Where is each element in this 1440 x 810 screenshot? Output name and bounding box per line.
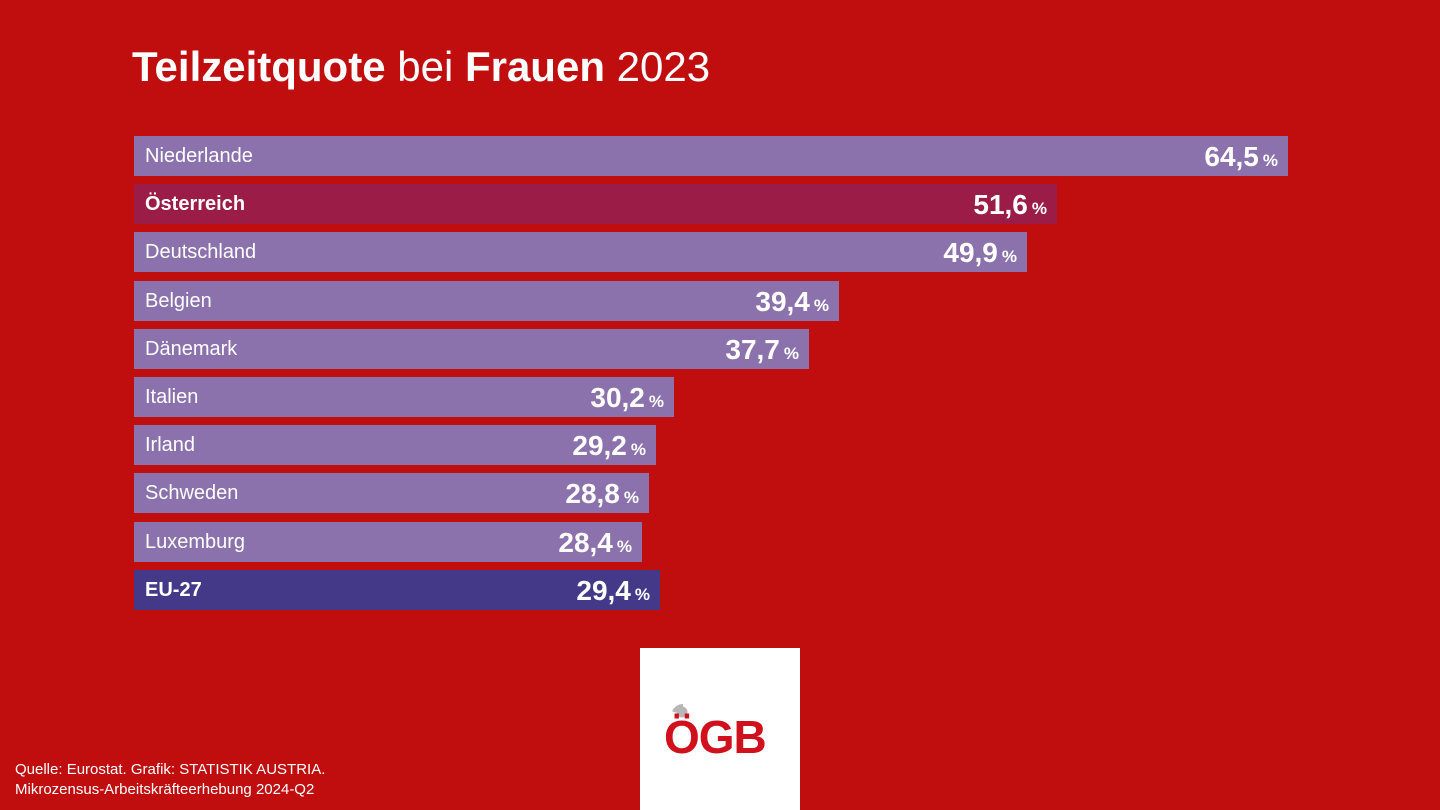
bar-value: 29,4% [576, 570, 650, 617]
title-part-teilzeitquote: Teilzeitquote [132, 43, 386, 90]
chart-title: Teilzeitquote bei Frauen 2023 [132, 40, 710, 94]
bar-value-number: 64,5 [1204, 141, 1259, 172]
bar-value: 64,5% [1204, 136, 1278, 183]
bar-value: 37,7% [725, 329, 799, 376]
bar-niederlande: Niederlande 64,5% [134, 136, 1288, 176]
bar-label: Schweden [145, 482, 239, 504]
bar-value: 49,9% [943, 232, 1017, 279]
source-line-2: Mikrozensus-Arbeitskräfteerhebung 2024-Q… [15, 781, 315, 798]
bar-value-percent-sign: % [1262, 151, 1278, 170]
bar-value-number: 39,4 [755, 286, 810, 317]
logo-umlaut-arc [672, 704, 684, 713]
bar-value-number: 29,2 [572, 430, 627, 461]
bar-deutschland: Deutschland 49,9% [134, 232, 1027, 272]
bar-value: 29,2% [572, 425, 646, 472]
bar-value-number: 28,8 [565, 478, 620, 509]
bar-label: Niederlande [145, 145, 253, 167]
bar-value: 28,8% [565, 473, 639, 520]
title-part-frauen: Frauen [464, 43, 605, 90]
bar-label: Deutschland [145, 241, 257, 263]
bar-value-percent-sign: % [783, 344, 799, 363]
title-part-bei: bei [385, 43, 465, 90]
bar-value-number: 30,2 [590, 382, 645, 413]
bar-value-percent-sign: % [648, 392, 664, 411]
bar-label: Belgien [145, 290, 212, 312]
bar-irland: Irland 29,2% [134, 425, 656, 465]
bar-value-number: 29,4 [576, 575, 631, 606]
bar-daenemark: Dänemark 37,7% [134, 329, 809, 369]
bar-value: 30,2% [590, 377, 664, 424]
bar-label: EU-27 [145, 579, 202, 601]
bar-value-percent-sign: % [623, 488, 639, 507]
bar-label: Irland [145, 434, 196, 456]
bar-value-number: 28,4 [558, 527, 613, 558]
bar-value-number: 49,9 [943, 237, 998, 268]
bar-luxemburg: Luxemburg 28,4% [134, 522, 642, 562]
bar-value-percent-sign: % [1031, 199, 1047, 218]
bar-belgien: Belgien 39,4% [134, 281, 839, 321]
bar-label: Österreich [145, 193, 246, 215]
bar-italien: Italien 30,2% [134, 377, 674, 417]
logo-text: ÖGB [664, 711, 766, 758]
oegb-logo-mark: ÖGB [664, 704, 767, 758]
bar-label: Dänemark [145, 338, 238, 360]
bar-value-percent-sign: % [1001, 247, 1017, 266]
bar-value-percent-sign: % [813, 296, 829, 315]
source-line-1: Quelle: Eurostat. Grafik: STATISTIK AUST… [15, 761, 326, 778]
bar-value: 39,4% [755, 281, 829, 328]
bar-value-percent-sign: % [630, 440, 646, 459]
bar-value-number: 37,7 [725, 334, 780, 365]
bar-oesterreich: Österreich 51,6% [134, 184, 1057, 224]
bar-schweden: Schweden 28,8% [134, 473, 649, 513]
bar-label: Italien [145, 386, 199, 408]
bar-chart: Niederlande 64,5% Österreich 51,6% Deutschla… [134, 136, 1294, 616]
bar-value-number: 51,6 [973, 189, 1028, 220]
oegb-logo: ÖGB [640, 648, 800, 810]
bar-value-percent-sign: % [634, 585, 650, 604]
bar-eu-27: EU-27 29,4% [134, 570, 660, 610]
bar-value: 28,4% [558, 522, 632, 569]
logo-umlaut-dot [676, 706, 688, 718]
bar-label: Luxemburg [145, 531, 246, 553]
bar-value: 51,6% [973, 184, 1047, 231]
title-part-year: 2023 [604, 43, 711, 90]
source-note: Quelle: Eurostat. Grafik: STATISTIK AUST… [15, 760, 325, 800]
bar-value-percent-sign: % [616, 537, 632, 556]
